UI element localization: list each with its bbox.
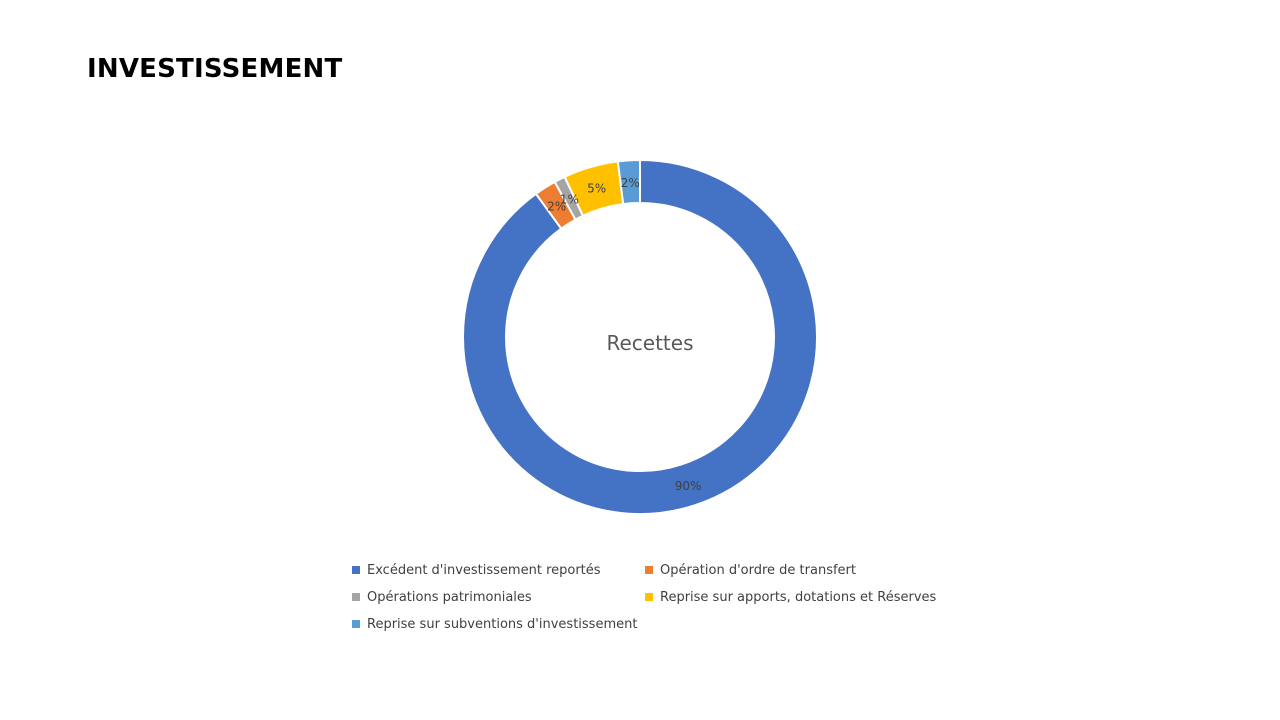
- legend-label: Opérations patrimoniales: [367, 589, 532, 605]
- doughnut-slice: [616, 158, 641, 206]
- data-label: 5%: [587, 182, 606, 196]
- legend-swatch: [645, 566, 653, 574]
- legend-item: Reprise sur apports, dotations et Réserv…: [645, 587, 936, 607]
- doughnut-slice: [462, 158, 818, 515]
- legend-item: Reprise sur subventions d'investissement: [352, 614, 637, 634]
- page-title: INVESTISSEMENT: [87, 54, 343, 84]
- data-label: 2%: [621, 176, 640, 190]
- legend-label: Reprise sur subventions d'investissement: [367, 616, 638, 632]
- legend-item: Excédent d'investissement reportés: [352, 560, 601, 580]
- legend-swatch: [352, 593, 360, 601]
- legend-item: Opérations patrimoniales: [352, 587, 532, 607]
- legend-label: Opération d'ordre de transfert: [660, 562, 856, 578]
- legend-swatch: [645, 593, 653, 601]
- data-label: 1%: [560, 192, 579, 206]
- legend-label: Reprise sur apports, dotations et Réserv…: [660, 589, 937, 605]
- chart-title: Recettes: [606, 331, 693, 355]
- legend-item: Opération d'ordre de transfert: [645, 560, 856, 580]
- data-label: 2%: [547, 200, 566, 214]
- legend-swatch: [352, 620, 360, 628]
- legend-swatch: [352, 566, 360, 574]
- data-label: 90%: [675, 479, 702, 493]
- legend-label: Excédent d'investissement reportés: [367, 562, 601, 578]
